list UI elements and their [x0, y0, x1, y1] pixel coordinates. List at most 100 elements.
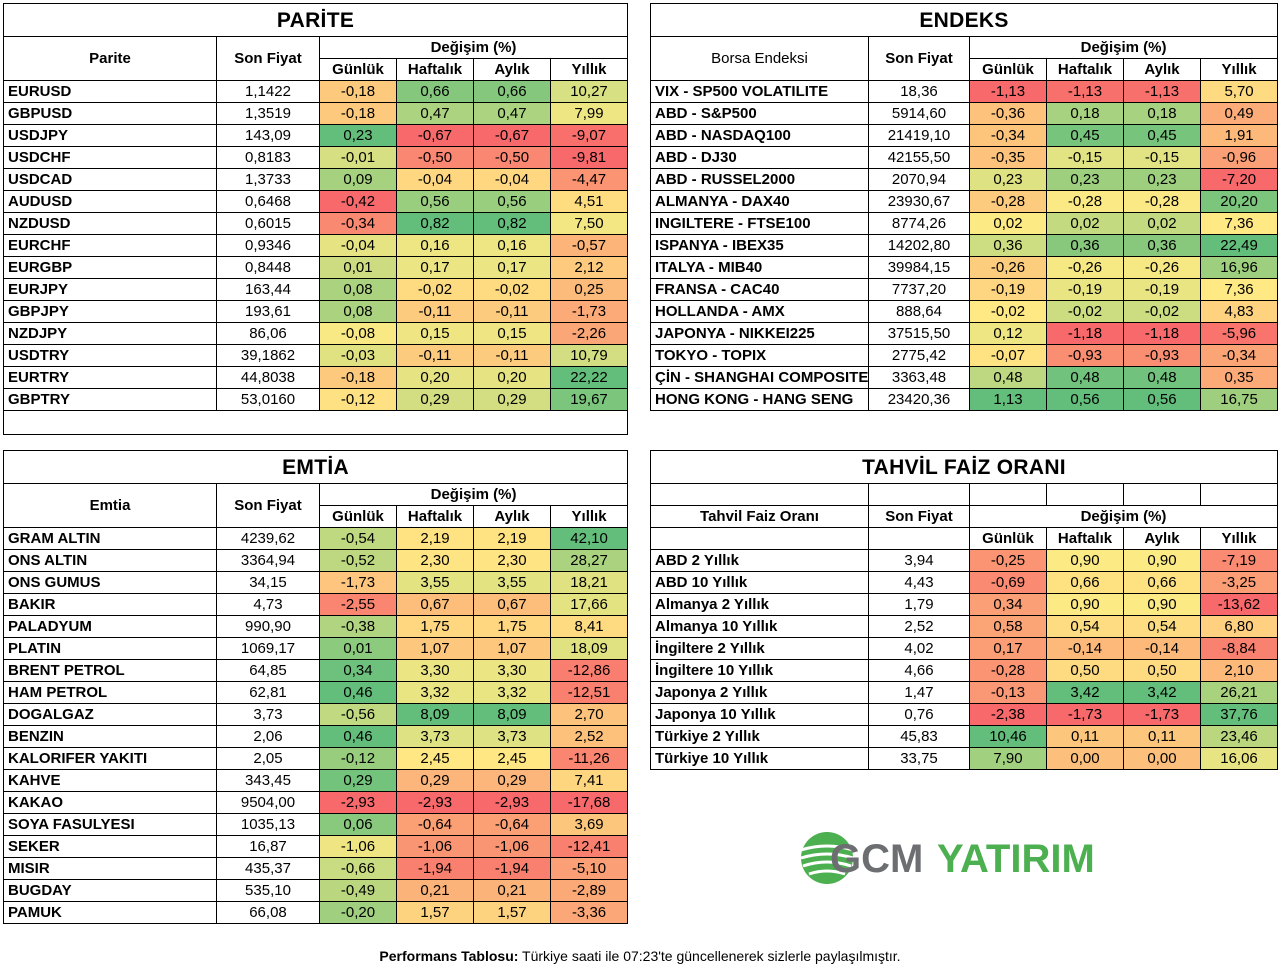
endeks-row-monthly-change: 0,18	[1123, 102, 1201, 125]
endeks-row-price: 14202,80	[868, 234, 970, 257]
tahvil-row-monthly-change: 0,50	[1123, 659, 1201, 682]
tahvil-row: ABD 2 Yıllık 3,94 -0,25 0,90 0,90 -7,19	[650, 549, 1279, 572]
parite-spacer	[3, 410, 628, 435]
parite-row-weekly-change: 0,15	[396, 322, 474, 345]
emtia-row-name: HAM PETROL	[3, 681, 217, 704]
emtia-row-yearly-change: -2,89	[549, 879, 629, 902]
emtia-row-price: 990,90	[216, 615, 320, 638]
endeks-row-monthly-change: 0,23	[1123, 168, 1201, 191]
emtia-row-price: 66,08	[216, 901, 320, 924]
endeks-row-monthly-change: -0,15	[1123, 146, 1201, 169]
parite-row-yearly-change: -1,73	[550, 300, 628, 323]
endeks-row-name: ABD - RUSSEL2000	[650, 168, 869, 191]
tahvil-row-weekly-change: 0,90	[1046, 593, 1124, 616]
emtia-row-weekly-change: 2,45	[396, 747, 474, 770]
emtia-row-price: 435,37	[216, 857, 320, 880]
endeks-row: ABD - S&P500 5914,60 -0,36 0,18 0,18 0,49	[650, 102, 1279, 125]
endeks-row-price: 2775,42	[868, 344, 970, 367]
tahvil-row-price: 4,02	[868, 637, 970, 660]
tahvil-row-monthly-change: 0,54	[1123, 615, 1201, 638]
parite-row-weekly-change: 0,16	[396, 234, 474, 257]
parite-row-price: 1,3519	[216, 102, 320, 125]
gcm-yatirim-logo: GCM YATIRIM	[797, 828, 1117, 888]
tahvil-blank-cell	[1123, 483, 1201, 506]
parite-row-daily-change: -0,12	[319, 388, 397, 411]
parite-row-daily-change: 0,09	[319, 168, 397, 191]
tahvil-row-yearly-change: 37,76	[1199, 703, 1279, 726]
parite-row-monthly-change: 0,82	[473, 212, 551, 235]
parite-row: AUDUSD 0,6468 -0,42 0,56 0,56 4,51	[3, 190, 628, 213]
tahvil-row-price: 3,94	[868, 549, 970, 572]
endeks-row: ITALYA - MIB40 39984,15 -0,26 -0,26 -0,26 16,…	[650, 256, 1279, 279]
endeks-row-yearly-change: 5,70	[1199, 80, 1279, 103]
endeks-title: ENDEKS	[649, 3, 1279, 37]
endeks-row-yearly-change: -5,96	[1199, 322, 1279, 345]
tahvil-row-price: 0,76	[868, 703, 970, 726]
tahvil-sub-monthly: Aylık	[1123, 527, 1201, 550]
emtia-row: PAMUK 66,08 -0,20 1,57 1,57 -3,36	[3, 901, 629, 924]
emtia-table: EMTİA Emtia Son Fiyat Değişim (%) Günlük…	[2, 450, 629, 924]
tahvil-row-daily-change: -2,38	[969, 703, 1047, 726]
tahvil-title: TAHVİL FAİZ ORANI	[649, 450, 1279, 484]
endeks-sub-monthly: Aylık	[1123, 58, 1201, 81]
emtia-row-monthly-change: 1,57	[473, 901, 551, 924]
parite-col-price: Son Fiyat	[216, 36, 320, 81]
endeks-row-price: 8774,26	[868, 212, 970, 235]
emtia-row-yearly-change: 18,09	[549, 637, 629, 660]
parite-row-weekly-change: 0,29	[396, 388, 474, 411]
endeks-row-weekly-change: 0,48	[1046, 366, 1124, 389]
tahvil-row-yearly-change: 2,10	[1199, 659, 1279, 682]
parite-row-name: GBPJPY	[3, 300, 217, 323]
emtia-row-price: 34,15	[216, 571, 320, 594]
tahvil-row-price: 33,75	[868, 747, 970, 770]
tahvil-row-name: İngiltere 10 Yıllık	[650, 659, 869, 682]
emtia-sub-monthly: Aylık	[473, 505, 551, 528]
parite-row-monthly-change: -0,11	[473, 300, 551, 323]
tahvil-col-name: Tahvil Faiz Oranı	[650, 505, 869, 528]
emtia-row-yearly-change: -12,51	[549, 681, 629, 704]
endeks-row-name: FRANSA - CAC40	[650, 278, 869, 301]
parite-row: EURUSD 1,1422 -0,18 0,66 0,66 10,27	[3, 80, 628, 103]
parite-row: USDCAD 1,3733 0,09 -0,04 -0,04 -4,47	[3, 168, 628, 191]
endeks-row: ISPANYA - IBEX35 14202,80 0,36 0,36 0,36 22,4…	[650, 234, 1279, 257]
emtia-row-monthly-change: 2,45	[473, 747, 551, 770]
parite-row-name: NZDJPY	[3, 322, 217, 345]
emtia-row-name: SEKER	[3, 835, 217, 858]
emtia-row-name: MISIR	[3, 857, 217, 880]
tahvil-blank-cell	[650, 483, 869, 506]
emtia-row-monthly-change: 2,30	[473, 549, 551, 572]
emtia-row-daily-change: -1,06	[319, 835, 397, 858]
tahvil-row-weekly-change: 0,50	[1046, 659, 1124, 682]
parite-row-yearly-change: 10,79	[550, 344, 628, 367]
parite-row-weekly-change: -0,04	[396, 168, 474, 191]
parite-row-monthly-change: 0,47	[473, 102, 551, 125]
emtia-row: MISIR 435,37 -0,66 -1,94 -1,94 -5,10	[3, 857, 629, 880]
tahvil-row-weekly-change: 0,90	[1046, 549, 1124, 572]
endeks-row-daily-change: -1,13	[969, 80, 1047, 103]
endeks-row-weekly-change: -0,26	[1046, 256, 1124, 279]
emtia-row-daily-change: -0,49	[319, 879, 397, 902]
endeks-row-daily-change: -0,34	[969, 124, 1047, 147]
emtia-row-name: DOGALGAZ	[3, 703, 217, 726]
endeks-row-price: 3363,48	[868, 366, 970, 389]
emtia-row-yearly-change: 42,10	[549, 527, 629, 550]
tahvil-row-weekly-change: -0,14	[1046, 637, 1124, 660]
endeks-row-weekly-change: -0,93	[1046, 344, 1124, 367]
endeks-row-weekly-change: -1,13	[1046, 80, 1124, 103]
endeks-row-yearly-change: -7,20	[1199, 168, 1279, 191]
tahvil-row-name: ABD 2 Yıllık	[650, 549, 869, 572]
parite-row-price: 1,1422	[216, 80, 320, 103]
emtia-row-name: BRENT PETROL	[3, 659, 217, 682]
tahvil-row-daily-change: 0,34	[969, 593, 1047, 616]
emtia-row-price: 2,06	[216, 725, 320, 748]
endeks-row-yearly-change: 22,49	[1199, 234, 1279, 257]
emtia-row-monthly-change: 1,07	[473, 637, 551, 660]
emtia-row-daily-change: -0,20	[319, 901, 397, 924]
emtia-row-name: BENZIN	[3, 725, 217, 748]
parite-row-daily-change: -0,18	[319, 80, 397, 103]
endeks-col-name: Borsa Endeksi	[650, 36, 869, 81]
endeks-row-weekly-change: -0,19	[1046, 278, 1124, 301]
logo-svg: GCM YATIRIM	[800, 832, 1095, 884]
endeks-row: HONG KONG - HANG SENG 23420,36 1,13 0,56 0,5…	[650, 388, 1279, 411]
endeks-row-yearly-change: 7,36	[1199, 212, 1279, 235]
